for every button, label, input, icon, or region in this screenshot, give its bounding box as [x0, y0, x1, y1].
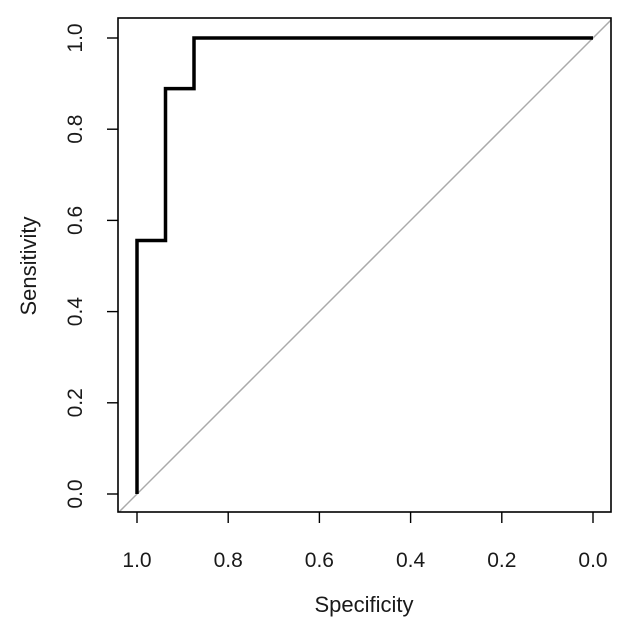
y-tick-label: 1.0	[64, 23, 87, 52]
x-tick-label: 0.0	[578, 549, 607, 572]
y-tick-label: 0.4	[64, 297, 87, 327]
y-tick-label: 0.0	[64, 479, 87, 508]
plot-frame	[117, 17, 612, 513]
x-axis: 1.0 0.8 0.6 0.4 0.2 0.0	[122, 512, 608, 572]
y-axis-title: Sensitivity	[16, 216, 41, 315]
y-tick-label: 0.6	[64, 206, 87, 235]
x-tick-label: 0.8	[214, 549, 243, 572]
reference-diagonal-line	[118, 19, 612, 513]
y-axis: 0.0 0.2 0.4 0.6 0.8 1.0	[64, 23, 118, 509]
y-tick-label: 0.8	[64, 115, 87, 144]
x-tick-label: 0.2	[487, 549, 516, 572]
x-tick-label: 1.0	[122, 549, 151, 572]
y-tick-label: 0.2	[64, 388, 87, 417]
x-tick-label: 0.6	[305, 549, 334, 572]
x-axis-title: Specificity	[314, 592, 413, 617]
x-tick-label: 0.4	[396, 549, 426, 572]
roc-curve-line	[135, 36, 593, 494]
